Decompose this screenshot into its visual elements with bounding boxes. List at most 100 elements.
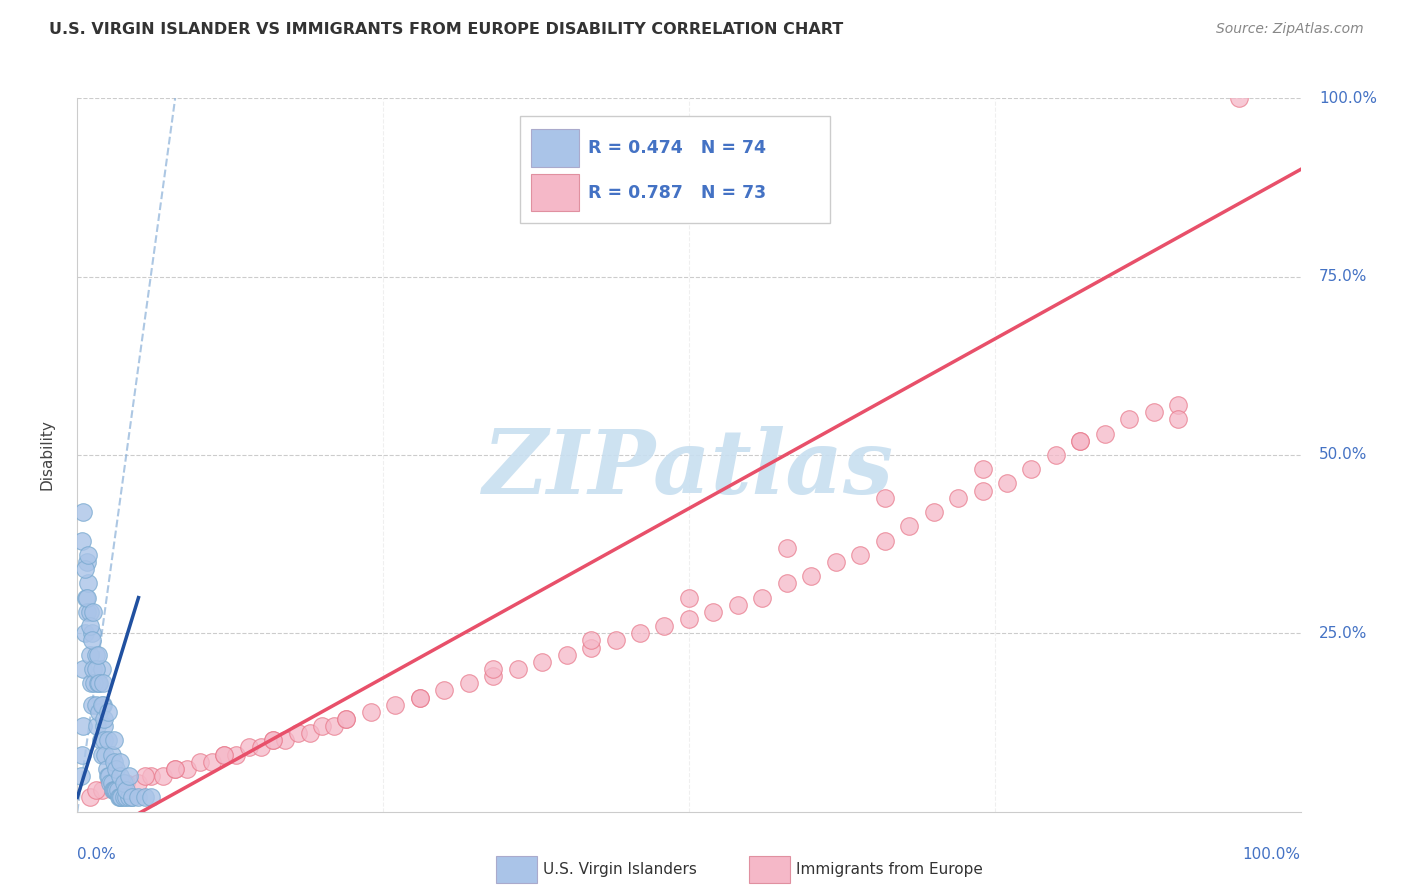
Point: [176, 762, 198, 776]
Point: [118, 790, 141, 805]
Point: [165, 762, 187, 776]
Point: [115, 776, 138, 790]
Point: [112, 790, 135, 805]
Text: 75.0%: 75.0%: [1319, 269, 1367, 284]
Point: [76, 555, 98, 569]
Point: [90, 783, 112, 797]
Point: [1167, 398, 1189, 412]
Point: [115, 790, 138, 805]
Point: [76, 605, 98, 619]
Point: [87, 648, 110, 662]
Point: [105, 762, 128, 776]
Point: [84, 698, 107, 712]
Point: [70, 533, 93, 548]
Point: [93, 719, 115, 733]
Point: [1069, 434, 1091, 448]
Text: Source: ZipAtlas.com: Source: ZipAtlas.com: [1216, 22, 1364, 37]
Point: [80, 633, 103, 648]
Point: [579, 640, 602, 655]
Point: [628, 626, 651, 640]
Point: [238, 740, 260, 755]
Point: [409, 690, 432, 705]
Point: [727, 598, 749, 612]
Point: [96, 762, 118, 776]
Point: [86, 719, 108, 733]
Point: [995, 476, 1018, 491]
Point: [1045, 448, 1067, 462]
Point: [212, 747, 235, 762]
Point: [121, 790, 143, 805]
Point: [262, 733, 284, 747]
Point: [97, 705, 120, 719]
Point: [79, 605, 101, 619]
Point: [77, 576, 100, 591]
Point: [678, 591, 700, 605]
Point: [91, 676, 114, 690]
Point: [89, 676, 111, 690]
Text: R = 0.787   N = 73: R = 0.787 N = 73: [588, 184, 766, 202]
Point: [298, 726, 321, 740]
Point: [89, 705, 111, 719]
Point: [482, 669, 505, 683]
Point: [103, 733, 125, 747]
Text: 25.0%: 25.0%: [1319, 626, 1367, 640]
Point: [1069, 434, 1091, 448]
Point: [76, 591, 98, 605]
Point: [250, 740, 273, 755]
Point: [946, 491, 969, 505]
Point: [80, 626, 103, 640]
Point: [97, 733, 120, 747]
Text: Immigrants from Europe: Immigrants from Europe: [796, 863, 983, 877]
Point: [384, 698, 406, 712]
Point: [311, 719, 333, 733]
Point: [360, 705, 382, 719]
Point: [409, 690, 432, 705]
Point: [139, 790, 162, 805]
Point: [152, 769, 174, 783]
Point: [972, 462, 994, 476]
Point: [82, 662, 104, 676]
Point: [1094, 426, 1116, 441]
Point: [100, 747, 122, 762]
Point: [107, 783, 129, 797]
Point: [127, 776, 149, 790]
Point: [90, 747, 112, 762]
Point: [678, 612, 700, 626]
Point: [1143, 405, 1166, 419]
Point: [605, 633, 627, 648]
Point: [84, 662, 107, 676]
Point: [108, 776, 131, 790]
Point: [110, 790, 132, 805]
Point: [72, 719, 94, 733]
Point: [101, 783, 124, 797]
Point: [121, 790, 143, 805]
Point: [654, 619, 676, 633]
Point: [72, 662, 94, 676]
Point: [83, 676, 105, 690]
Point: [922, 505, 945, 519]
Text: U.S. Virgin Islanders: U.S. Virgin Islanders: [543, 863, 696, 877]
Point: [70, 747, 93, 762]
Point: [972, 483, 994, 498]
Point: [100, 776, 122, 790]
Point: [112, 776, 135, 790]
Point: [1167, 412, 1189, 426]
Point: [134, 790, 156, 805]
Text: Disability: Disability: [39, 419, 55, 491]
Point: [94, 747, 117, 762]
Point: [506, 662, 529, 676]
Point: [70, 769, 93, 783]
Point: [90, 698, 112, 712]
Point: [82, 605, 104, 619]
Point: [433, 683, 456, 698]
Text: 0.0%: 0.0%: [77, 847, 117, 863]
Point: [274, 733, 297, 747]
Point: [97, 769, 120, 783]
Point: [103, 755, 125, 769]
Point: [84, 648, 107, 662]
Point: [93, 733, 115, 747]
Point: [79, 648, 101, 662]
Point: [103, 783, 125, 797]
Point: [104, 783, 127, 797]
Point: [80, 676, 103, 690]
